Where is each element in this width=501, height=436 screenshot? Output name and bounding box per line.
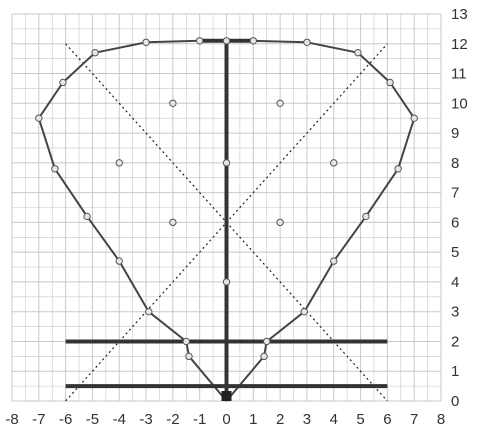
inner-point — [115, 159, 123, 167]
x-tick-label: 4 — [330, 411, 338, 428]
y-tick-label: 0 — [451, 393, 459, 410]
y-tick-label: 6 — [451, 214, 459, 231]
y-tick-label: 4 — [451, 274, 459, 291]
x-tick-label: -2 — [166, 411, 179, 428]
x-tick-label: 2 — [276, 411, 284, 428]
inner-point — [276, 99, 284, 108]
x-tick-label: 0 — [222, 411, 230, 428]
outline-point — [410, 114, 418, 122]
inner-point — [169, 99, 177, 108]
inner-point — [222, 278, 231, 286]
outline-point — [142, 38, 150, 46]
inner-point — [169, 218, 177, 227]
data-points — [35, 37, 418, 361]
x-tick-label: -8 — [5, 411, 18, 428]
x-tick-label: -6 — [59, 411, 72, 428]
x-tick-label: -7 — [32, 411, 45, 428]
y-tick-label: 2 — [451, 333, 459, 350]
x-tick-label: -4 — [113, 411, 126, 428]
y-tick-label: 9 — [451, 125, 459, 142]
y-tick-label: 3 — [451, 304, 459, 321]
x-tick-label: 3 — [303, 411, 311, 428]
outline-point — [249, 37, 258, 45]
x-tick-labels: -8 -7 -6 -5 -4 -3 -2 -1 0 1 2 3 4 5 6 7 8 — [5, 411, 445, 428]
outline-point — [51, 165, 59, 173]
outline-point — [362, 212, 370, 221]
outline-point — [260, 352, 268, 361]
inner-point — [222, 159, 231, 167]
outline-point — [300, 307, 308, 316]
inner-point — [330, 159, 338, 167]
outline-point — [59, 78, 67, 87]
outline-point — [263, 337, 271, 346]
y-tick-label: 13 — [451, 6, 468, 23]
outline-point — [330, 257, 338, 265]
x-tick-label: 5 — [356, 411, 364, 428]
heavy-lines — [65, 38, 388, 401]
x-tick-label: -5 — [86, 411, 99, 428]
y-tick-label: 12 — [451, 36, 468, 53]
outline-point — [303, 38, 311, 46]
outline-point — [354, 49, 362, 57]
x-tick-label: 6 — [383, 411, 391, 428]
inner-point — [276, 218, 284, 227]
outline-point — [386, 78, 394, 87]
outline-point — [35, 114, 43, 122]
outline-point — [185, 352, 193, 361]
y-tick-label: 10 — [451, 95, 468, 112]
x-tick-label: 8 — [437, 411, 445, 428]
outline-point — [145, 307, 153, 316]
outline-point — [115, 257, 123, 265]
x-tick-label: 1 — [249, 411, 257, 428]
x-tick-label: 7 — [410, 411, 418, 428]
y-tick-label: 11 — [451, 66, 467, 83]
y-tick-label: 8 — [451, 155, 459, 172]
base-marker — [221, 391, 232, 401]
x-tick-label: -1 — [193, 411, 206, 428]
y-tick-label: 1 — [451, 363, 459, 380]
y-tick-label: 7 — [451, 185, 459, 202]
outline-point — [91, 49, 99, 57]
outline-point — [195, 37, 204, 45]
x-tick-label: -3 — [139, 411, 152, 428]
outline-point — [394, 165, 402, 173]
outline-point — [222, 37, 231, 45]
outline-point — [83, 212, 91, 221]
outline-point — [182, 337, 190, 346]
y-tick-label: 5 — [451, 244, 459, 261]
